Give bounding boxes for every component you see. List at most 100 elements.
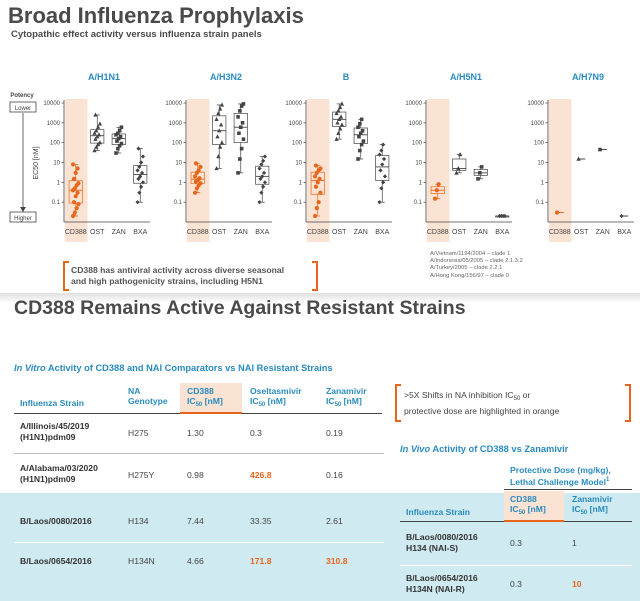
callout-text-part: >5X Shifts in NA inhibition IC [404, 390, 514, 400]
data-point [381, 156, 387, 162]
data-point [197, 176, 202, 181]
invitro-title-italic: In Vitro [14, 363, 46, 373]
header-sub: 50 [258, 402, 266, 408]
group-header-rule [504, 489, 632, 490]
chart-title: A/H3N2 [210, 72, 242, 82]
x-tick-label: CD388 [427, 229, 449, 236]
data-point [576, 156, 581, 161]
data-point [238, 109, 242, 113]
data-point [260, 174, 265, 179]
data-point [598, 147, 602, 152]
y-tick-label: 10000 [43, 101, 60, 107]
header-unit: [nM] [202, 396, 223, 406]
callout-sub: 50 [513, 396, 521, 402]
data-point [236, 115, 240, 119]
callout-bracket-left [63, 261, 69, 291]
header-unit: [nM] [525, 504, 546, 514]
table-cell-zanamivir: 0.16 [326, 470, 343, 480]
data-point [379, 148, 384, 153]
data-point [257, 166, 262, 171]
header-sub: 50 [195, 402, 203, 408]
data-point [258, 176, 263, 181]
group-header-text: Lethal Challenge Model [510, 476, 606, 487]
x-tick-label: CD388 [549, 229, 571, 236]
data-point [479, 165, 484, 169]
y-tick-label: 1 [57, 180, 61, 186]
box [212, 115, 227, 145]
box [255, 165, 270, 185]
y-tick-label: 10 [53, 161, 60, 167]
y-tick-label: 10 [295, 161, 302, 167]
data-point [382, 174, 388, 179]
data-point [75, 190, 80, 195]
callout-bracket-left [395, 384, 401, 422]
data-point [97, 121, 103, 126]
data-point [312, 213, 318, 219]
data-point [335, 120, 340, 125]
y-tick-label: 1 [179, 180, 183, 186]
data-point [312, 174, 318, 179]
x-tick-label: BXA [255, 229, 269, 236]
box [473, 169, 488, 176]
data-point [216, 110, 221, 116]
row-divider [14, 542, 384, 543]
data-point [115, 139, 119, 143]
table-cell-genotype: H134 [128, 516, 149, 526]
x-tick-label: OST [452, 229, 467, 236]
y-tick-label: 100 [50, 141, 61, 147]
data-point [192, 174, 198, 179]
invivo-cell-cd388: 0.3 [510, 579, 522, 589]
cd388-header-highlight [180, 383, 242, 413]
antiviral-callout: CD388 has antiviral activity across dive… [63, 261, 318, 291]
header-line: IC50 [nM] [510, 504, 546, 518]
header-ic: IC [572, 504, 581, 514]
data-point [71, 176, 77, 181]
data-point [554, 210, 560, 215]
data-point [436, 182, 441, 187]
data-point [116, 136, 121, 141]
data-point [214, 165, 219, 171]
invivo-cell-zanamivir: 1 [572, 538, 577, 548]
data-point [357, 134, 361, 139]
y-tick-label: 100 [412, 141, 423, 147]
data-point [97, 140, 103, 145]
header-line: IC50 [nM] [250, 396, 302, 410]
data-point [358, 148, 362, 153]
data-point [96, 124, 101, 129]
table-row-strain: B/Laos/0080/2016 [20, 516, 92, 526]
col-header-genotype: NA Genotype [128, 386, 168, 406]
data-point [140, 180, 146, 185]
data-point [217, 128, 222, 133]
data-point [360, 128, 365, 133]
row-divider [400, 565, 632, 566]
y-axis-label: EC50 [nM] [33, 146, 40, 179]
cd388-highlight-band [549, 99, 572, 242]
potency-lower-label: Lower [15, 106, 31, 112]
table-row-strain: B/Laos/0654/2016 [20, 556, 92, 566]
data-point [259, 162, 264, 167]
box [90, 129, 105, 144]
strain-key-item: A/Turkey/2005 – clade 2.2.1 [430, 265, 503, 272]
data-point [336, 130, 341, 135]
group-header-sup: 1 [605, 477, 610, 483]
invivo-table-title: In Vivo Activity of CD388 vs Zanamivir [400, 444, 568, 454]
header-line: NA [128, 386, 141, 396]
data-point [378, 168, 383, 173]
data-point [72, 210, 77, 215]
x-tick-label: BXA [133, 229, 147, 236]
data-point [196, 168, 201, 173]
chart-title: A/H1N1 [88, 72, 120, 82]
data-point [137, 190, 142, 195]
invivo-cd388-underline [504, 520, 564, 522]
teal-row-band [0, 493, 384, 601]
data-point [338, 126, 343, 131]
data-point [381, 180, 386, 185]
invivo-title-italic: In Vivo [400, 444, 431, 454]
data-point [140, 154, 146, 159]
data-point [73, 170, 78, 175]
header-ic: IC [187, 396, 196, 406]
potency-arrow-head [20, 207, 26, 212]
data-point [94, 144, 99, 149]
table-cell-zanamivir: 0.19 [326, 428, 343, 438]
header-unit: [nM] [341, 396, 362, 406]
